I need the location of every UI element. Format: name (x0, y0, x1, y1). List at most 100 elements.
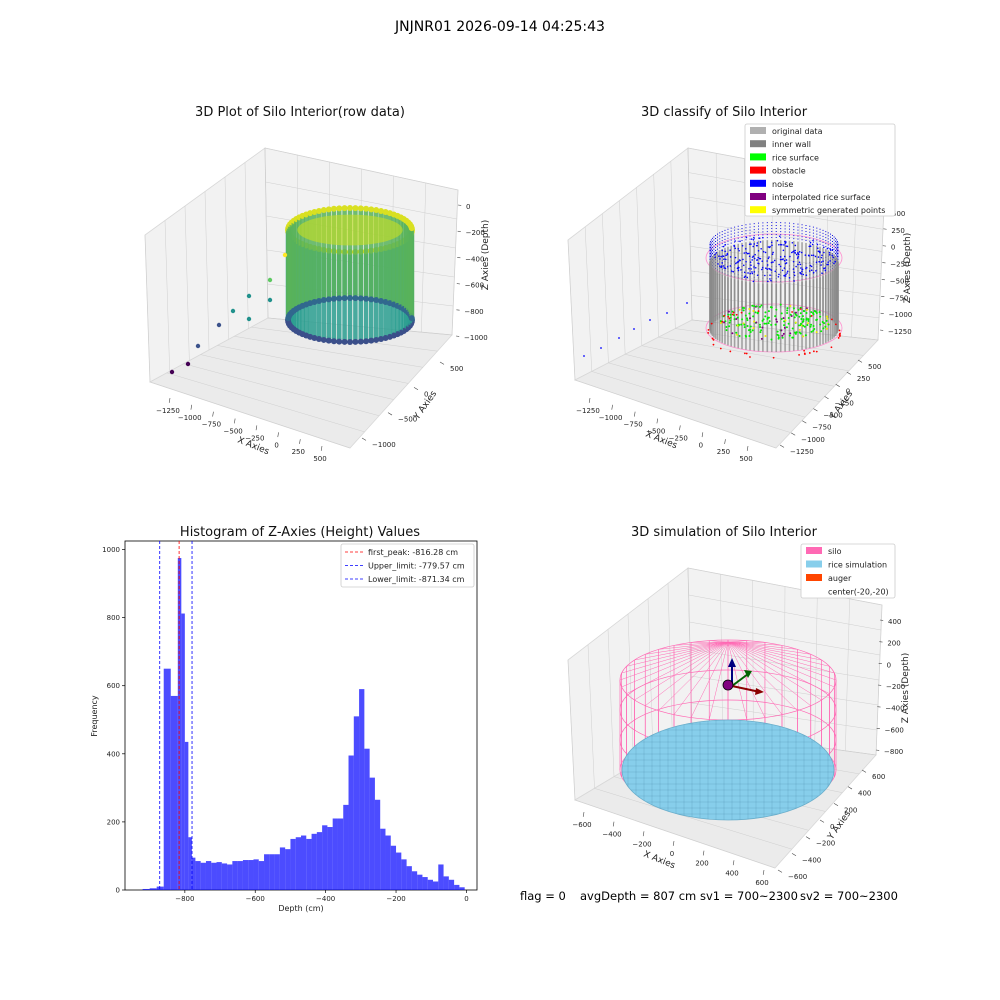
raw-x-ticks: −1250−1000−750−500−250 0 250 500 (156, 397, 327, 463)
histogram-bar (279, 847, 286, 890)
classify-rice-point (799, 306, 802, 309)
classify-rice-point (727, 310, 730, 313)
histogram-title: Histogram of Z-Axies (Height) Values (180, 525, 420, 540)
classify-rice-point (767, 322, 770, 325)
classify-noise-point (724, 250, 726, 253)
classify-z-tick-label: 0 (891, 244, 895, 252)
grid-line (217, 345, 409, 384)
classify-x-tick-mark (634, 411, 636, 417)
grid-line (144, 234, 151, 383)
raw-outlier-point (169, 369, 175, 375)
classify-noise-point (752, 280, 755, 283)
classify-rice-point (791, 327, 794, 330)
raw-x-tick-label: 250 (292, 448, 305, 456)
classify-obstacle-point (808, 352, 811, 354)
raw-z-tick-label: −800 (464, 308, 483, 316)
grid-line (224, 176, 229, 340)
classify-noise-point (744, 247, 747, 250)
classify-noise-point (793, 250, 795, 252)
silo-roof-line (727, 641, 798, 650)
grid-line (627, 613, 634, 766)
histogram-x-tick-label: −200 (386, 895, 405, 903)
grid-line (653, 174, 659, 338)
classify-y-tick-mark (790, 432, 796, 436)
classify-noise-point (726, 253, 729, 256)
classify-noise-point (732, 270, 735, 273)
classify-noise-point (812, 271, 815, 274)
figure-suptitle: JNJNR01 2026-09-14 04:25:43 (394, 19, 605, 35)
classify-rice-point (780, 318, 783, 321)
classify-noise-point (756, 274, 759, 277)
classify-obstacle-point (712, 338, 715, 341)
classify-obstacle-point (723, 314, 726, 317)
classify-rice-point (727, 313, 730, 316)
raw-point-cloud (169, 205, 415, 375)
silo-roof-line (709, 640, 729, 643)
silo-roof-line (727, 641, 783, 715)
raw-z-tick-label: −1000 (464, 334, 488, 342)
raw-outlier-point (230, 308, 236, 314)
classify-noise-point (784, 242, 787, 244)
classify-obstacle-point (791, 311, 794, 313)
histogram-x-tick-label: −600 (246, 895, 265, 903)
classify-y-tick-label: −500 (823, 412, 842, 420)
classify-noise-point (827, 263, 829, 266)
histogram-x-label: Depth (cm) (278, 904, 323, 913)
classify-rice-point (795, 331, 798, 334)
silo-roof-line (634, 641, 729, 701)
histogram-y-ticks: 0 200 400 600 800 1000 (102, 546, 125, 895)
classify-rice-point (798, 331, 801, 334)
classify-rice-point (725, 325, 728, 328)
classify-rice-point (815, 312, 818, 315)
classify-obstacle-point (834, 323, 837, 326)
classify-rice-point (774, 323, 777, 326)
classify-x-tick-label: −1000 (599, 414, 623, 422)
raw-bottom-point (357, 295, 364, 302)
raw-top-point (352, 205, 359, 212)
classify-noise-point (769, 274, 771, 276)
classify-legend-swatch (750, 179, 766, 187)
classify-noise-point (765, 267, 767, 270)
raw-x-tick-mark (255, 425, 258, 431)
simulation-y-tick-label: 400 (858, 790, 871, 798)
classify-legend-label: obstacle (772, 167, 806, 176)
classify-rice-point (813, 327, 816, 330)
classify-noise-point (810, 269, 813, 272)
classify-noise-point (783, 259, 786, 262)
silo-roof-line (727, 641, 835, 688)
rice-simulation-surface (621, 719, 835, 821)
classify-noise-point (737, 260, 740, 263)
classify-noise-point (808, 245, 811, 248)
classify-noise-point (760, 247, 762, 250)
classify-noise-point (749, 261, 752, 263)
raw-x-tick-label: 500 (313, 455, 326, 463)
classify-x-tick-mark (611, 404, 613, 410)
classify-rice-point (755, 321, 758, 324)
classify-noise-point (752, 238, 755, 241)
classify-noise-point (748, 255, 751, 258)
raw-bottom-point (325, 337, 332, 344)
raw-top-point (325, 206, 332, 213)
classify-noise-point (767, 246, 770, 248)
classify-rice-point (743, 323, 746, 326)
classify-rice-point (741, 318, 744, 321)
silo-center-marker (722, 679, 734, 691)
classify-noise-point (792, 260, 795, 263)
classify-rice-point (768, 320, 771, 323)
classify-noise-point (756, 259, 759, 261)
raw-x-tick-label: 0 (274, 441, 278, 449)
classify-noise-point (725, 254, 727, 257)
classify-rice-point (812, 325, 815, 328)
classify-noise-point (795, 265, 797, 268)
simulation-legend-swatch (806, 547, 822, 554)
simulation-x-tick-mark (582, 811, 585, 817)
histogram-bar (191, 857, 196, 890)
classify-rice-point (804, 334, 807, 337)
grid-line (689, 648, 880, 681)
classify-noise-point (798, 261, 801, 264)
classify-rice-point (802, 318, 805, 321)
classify-y-tick-mark (835, 384, 840, 387)
silo-roof-line (727, 640, 747, 643)
raw-bottom-point (408, 315, 415, 322)
